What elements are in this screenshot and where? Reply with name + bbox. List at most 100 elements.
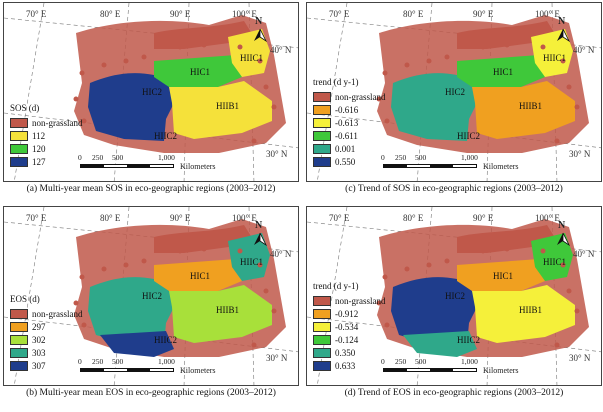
non-grassland-speckle bbox=[554, 138, 560, 144]
map-canvas bbox=[307, 3, 601, 181]
non-grassland-speckle bbox=[574, 308, 580, 314]
region-label-HIIB1: HIIB1 bbox=[519, 101, 542, 111]
label-lat-40: 40° N bbox=[573, 45, 595, 55]
label-lon-70: 70° E bbox=[329, 9, 350, 19]
scale-tick-label: 1,000 bbox=[461, 357, 478, 366]
north-label: N bbox=[558, 16, 566, 27]
region-HIIB1 bbox=[169, 285, 272, 343]
non-grassland-speckle bbox=[73, 300, 79, 306]
region-label-HIC2: HIC2 bbox=[142, 87, 162, 97]
legend-swatch bbox=[10, 130, 28, 141]
legend-label: -0.534 bbox=[335, 321, 359, 332]
non-grassland-speckle bbox=[257, 262, 263, 268]
label-lon-80: 80° E bbox=[403, 213, 424, 223]
non-grassland-speckle bbox=[504, 42, 510, 48]
scale-tick-label: 500 bbox=[112, 357, 124, 366]
scale-unit: Kilometers bbox=[483, 162, 519, 171]
region-label-HIIC1: HIIC1 bbox=[240, 257, 263, 267]
region-HIC2 bbox=[391, 277, 477, 345]
scale-bar-graphic bbox=[80, 368, 174, 372]
label-lon-90: 90° E bbox=[170, 213, 191, 223]
panel-c: 70° E 80° E 90° E 100° E 40° N 30° N HIIC1 HIC1… bbox=[306, 2, 602, 197]
non-grassland-speckle bbox=[201, 246, 207, 252]
legend-swatch bbox=[313, 360, 331, 371]
region-label-HIIC1: HIIC1 bbox=[543, 53, 566, 63]
legend-label: non-grassland bbox=[32, 308, 83, 319]
scale-tick-label: 250 bbox=[92, 357, 104, 366]
non-grassland-speckle bbox=[79, 70, 85, 76]
legend-item: 302 bbox=[10, 334, 46, 345]
non-grassland-speckle bbox=[560, 262, 566, 268]
region-label-HIIC2: HIIC2 bbox=[154, 131, 177, 141]
non-grassland-speckle bbox=[81, 118, 87, 124]
region-label-HIIB1: HIIB1 bbox=[216, 305, 239, 315]
region-HIC1 bbox=[154, 55, 242, 87]
panel-b: 70° E 80° E 90° E 100° E 40° N 30° N HIIC1 HIC1… bbox=[3, 206, 299, 401]
legend-title: trend (d y-1) bbox=[313, 281, 359, 291]
legend-item: 307 bbox=[10, 360, 46, 371]
region-label-HIIC1: HIIC1 bbox=[543, 257, 566, 267]
legend-item: -0.613 bbox=[313, 117, 358, 128]
non-grassland-speckle bbox=[257, 58, 263, 64]
legend-item: 303 bbox=[10, 347, 46, 358]
region-HIC1 bbox=[154, 259, 242, 291]
legend-label: 127 bbox=[32, 156, 46, 167]
non-grassland-speckle bbox=[201, 42, 207, 48]
legend-label: 0.633 bbox=[335, 360, 356, 371]
non-grassland-speckle bbox=[566, 84, 572, 90]
legend-label: 0.350 bbox=[335, 347, 356, 358]
legend-swatch bbox=[313, 143, 331, 154]
legend-item: -0.611 bbox=[313, 130, 358, 141]
non-grassland-speckle bbox=[376, 96, 382, 102]
map-canvas bbox=[307, 207, 601, 385]
legend-title: SOS (d) bbox=[10, 103, 40, 113]
legend-label: -0.613 bbox=[335, 117, 359, 128]
scale-tick-label: 1,000 bbox=[158, 153, 175, 162]
map-frame: 70° E 80° E 90° E 100° E 40° N 30° N HIIC1 HIC1… bbox=[306, 206, 602, 386]
legend-label: 120 bbox=[32, 143, 46, 154]
panel-caption: (a) Multi-year mean SOS in eco-geographi… bbox=[26, 184, 276, 194]
legend-label: 0.001 bbox=[335, 143, 356, 154]
region-label-HIIC1: HIIC1 bbox=[240, 53, 263, 63]
non-grassland-speckle bbox=[141, 54, 147, 60]
legend-item: -0.124 bbox=[313, 334, 358, 345]
legend-swatch bbox=[313, 334, 331, 345]
label-lon-100: 100° E bbox=[232, 213, 257, 223]
legend-label: 112 bbox=[32, 130, 46, 141]
non-grassland-speckle bbox=[382, 70, 388, 76]
non-grassland-speckle bbox=[123, 262, 129, 268]
legend-swatch bbox=[10, 347, 28, 358]
region-label-HIC2: HIC2 bbox=[445, 87, 465, 97]
legend-swatch bbox=[10, 321, 28, 332]
scale-tick-label: 500 bbox=[112, 153, 124, 162]
panel-caption: (d) Trend of EOS in eco-geographic regio… bbox=[344, 388, 564, 398]
north-arrow-icon: N bbox=[252, 220, 268, 247]
non-grassland-speckle bbox=[404, 62, 410, 68]
region-HIIB1 bbox=[169, 81, 272, 139]
legend-label: non-grassland bbox=[335, 295, 386, 306]
label-lon-80: 80° E bbox=[100, 213, 121, 223]
legend-item: 297 bbox=[10, 321, 46, 332]
scale-unit: Kilometers bbox=[483, 366, 519, 375]
region-label-HIC1: HIC1 bbox=[190, 271, 210, 281]
region-HIIC1 bbox=[531, 29, 573, 77]
non-grassland-speckle bbox=[271, 104, 277, 110]
non-grassland-speckle bbox=[263, 84, 269, 90]
scale-bar-graphic bbox=[383, 368, 477, 372]
map-frame: 70° E 80° E 90° E 100° E 40° N 30° N HIIC1 HIC1… bbox=[3, 2, 299, 182]
non-grassland-speckle bbox=[384, 118, 390, 124]
legend-item: non-grassland bbox=[10, 117, 83, 128]
legend-swatch bbox=[313, 130, 331, 141]
non-grassland-speckle bbox=[540, 248, 546, 254]
scale-tick-label: 500 bbox=[415, 357, 427, 366]
scale-tick-label: 1,000 bbox=[158, 357, 175, 366]
region-HIIC1 bbox=[228, 233, 270, 281]
non-grassland-speckle bbox=[404, 266, 410, 272]
legend-label: 302 bbox=[32, 334, 46, 345]
legend-label: 297 bbox=[32, 321, 46, 332]
non-grassland-speckle bbox=[251, 342, 257, 348]
legend-swatch bbox=[313, 308, 331, 319]
scale-tick-label: 250 bbox=[92, 153, 104, 162]
scale-tick-label: 250 bbox=[395, 357, 407, 366]
label-lat-40: 40° N bbox=[573, 249, 595, 259]
